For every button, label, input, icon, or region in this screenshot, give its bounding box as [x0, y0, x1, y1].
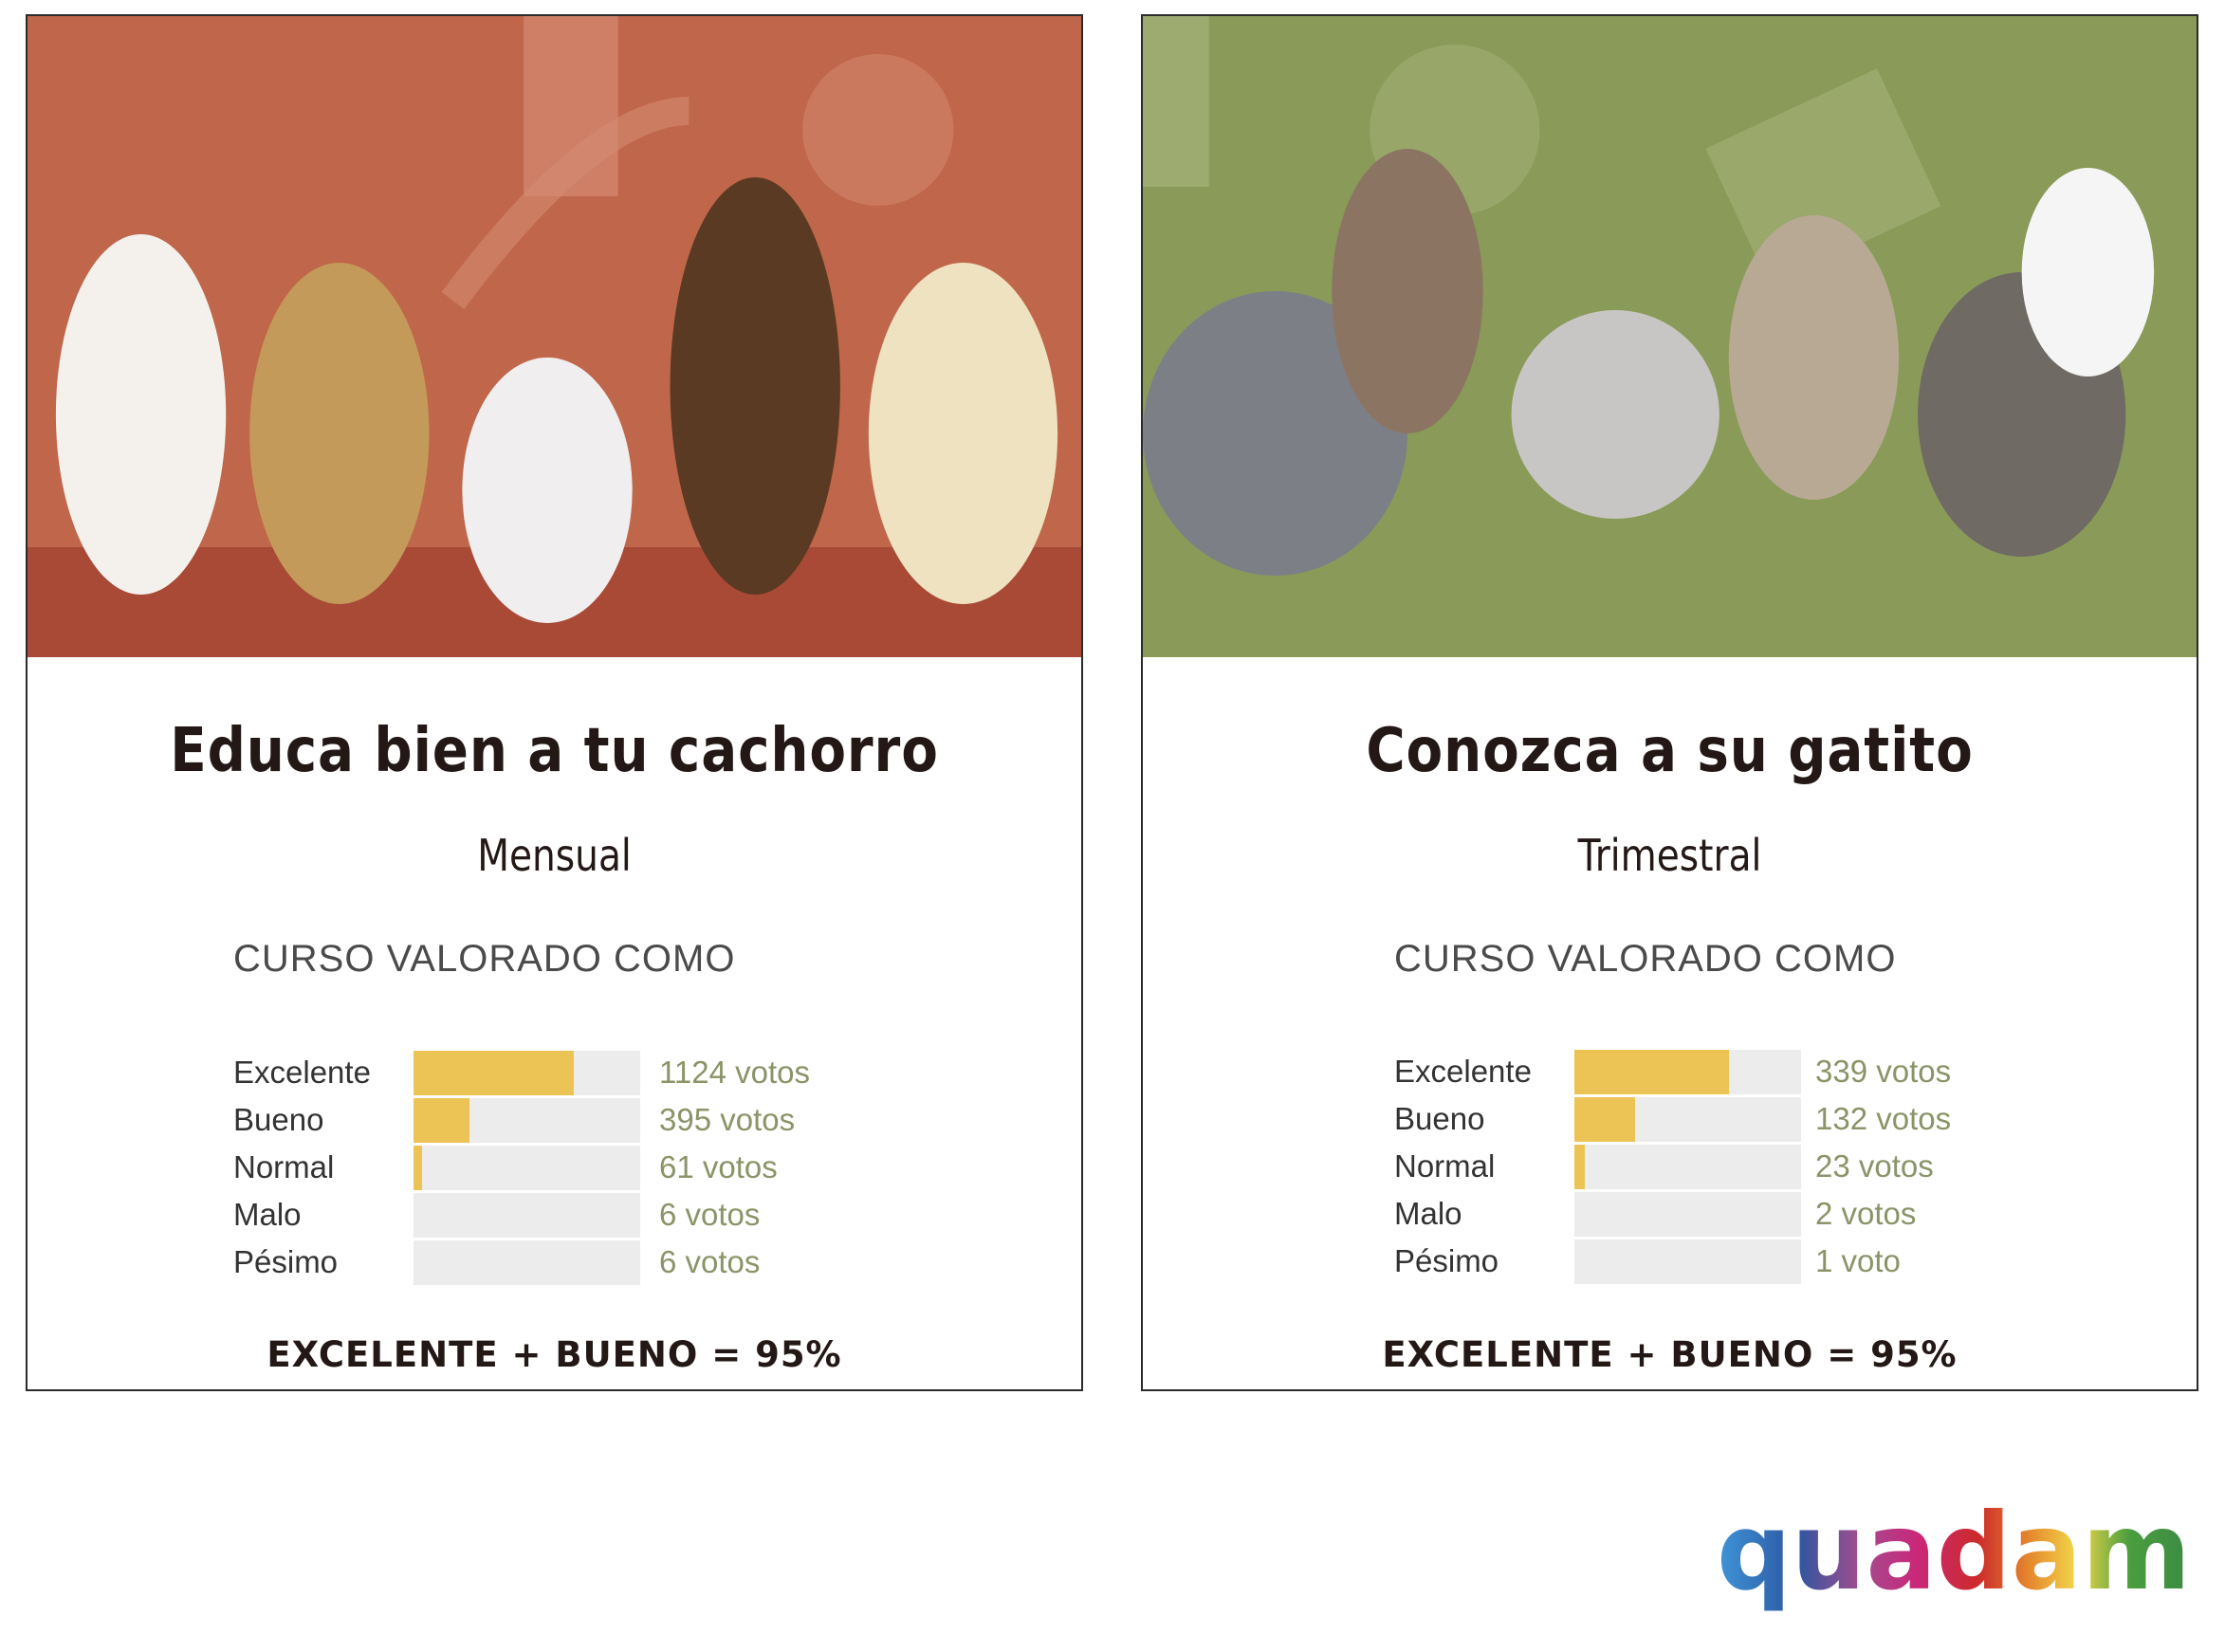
course-frequency: Mensual — [477, 830, 632, 881]
rating-bar — [414, 1051, 640, 1095]
rating-label: Normal — [233, 1149, 335, 1184]
course-card-puppy[interactable]: Educa bien a tu cachorro Mensual CURSO V… — [26, 14, 1083, 1391]
rating-label: Excelente — [1394, 1054, 1532, 1089]
rating-bar-fill — [414, 1051, 574, 1095]
rating-label: Normal — [1394, 1148, 1496, 1184]
kittens-image — [1143, 16, 2197, 657]
logo-text: quadam — [1717, 1508, 2191, 1614]
rating-bar — [1574, 1145, 1801, 1189]
rating-label: Malo — [1394, 1196, 1462, 1231]
rating-row: Normal 23 votos — [1394, 1144, 2134, 1191]
rated-label: CURSO VALORADO COMO — [1394, 938, 1897, 980]
rating-votes: 1 voto — [1815, 1243, 1901, 1278]
rating-bar — [414, 1193, 640, 1238]
rating-votes: 23 votos — [1815, 1148, 1934, 1184]
rating-summary: EXCELENTE + BUENO = 95% — [1382, 1334, 1958, 1375]
rating-label: Excelente — [233, 1055, 371, 1090]
rating-bar-fill — [1574, 1050, 1729, 1094]
rating-row: Malo 6 votos — [233, 1192, 973, 1239]
rating-row: Bueno 132 votos — [1394, 1096, 2134, 1144]
rating-votes: 132 votos — [1815, 1101, 1952, 1136]
rating-row: Excelente 1124 votos — [233, 1050, 973, 1097]
rating-label: Pésimo — [1394, 1243, 1499, 1278]
rating-bar — [1574, 1097, 1801, 1142]
rating-row: Excelente 339 votos — [1394, 1049, 2134, 1096]
rating-row: Normal 61 votos — [233, 1145, 973, 1192]
rating-bar — [1574, 1192, 1801, 1237]
rating-row: Malo 2 votos — [1394, 1191, 2134, 1239]
rated-label: CURSO VALORADO COMO — [233, 938, 736, 980]
rating-votes: 2 votos — [1815, 1196, 1917, 1231]
rating-votes: 6 votos — [659, 1197, 761, 1232]
rating-bar — [1574, 1050, 1801, 1094]
course-card-kitten[interactable]: Conozca a su gatito Trimestral CURSO VAL… — [1141, 14, 2198, 1391]
rating-label: Bueno — [233, 1102, 324, 1137]
rating-bar-fill — [1574, 1097, 1635, 1142]
rating-votes: 6 votos — [659, 1244, 761, 1279]
course-frequency: Trimestral — [1577, 830, 1762, 881]
rating-label: Malo — [233, 1197, 302, 1232]
rating-bar — [414, 1146, 640, 1190]
ratings-list: Excelente 1124 votos Bueno 395 votos Norma… — [233, 1050, 973, 1287]
rating-bar — [1574, 1239, 1801, 1284]
rating-bar-fill — [1574, 1145, 1585, 1189]
rating-row: Pésimo 6 votos — [233, 1239, 973, 1287]
quadam-logo: quadam — [1717, 1508, 2191, 1614]
rating-bar — [414, 1098, 640, 1143]
rating-row: Pésimo 1 voto — [1394, 1239, 2134, 1286]
rating-votes: 1124 votos — [659, 1055, 811, 1090]
course-title: Educa bien a tu cachorro — [170, 716, 939, 786]
puppies-image — [28, 16, 1081, 657]
rating-bar — [414, 1240, 640, 1285]
rating-bar-fill — [414, 1146, 423, 1190]
rating-label: Bueno — [1394, 1101, 1485, 1136]
course-title: Conozca a su gatito — [1366, 716, 1974, 786]
ratings-list: Excelente 339 votos Bueno 132 votos Normal… — [1394, 1049, 2134, 1286]
rating-votes: 395 votos — [659, 1102, 796, 1137]
rating-votes: 61 votos — [659, 1149, 778, 1184]
rating-bar-fill — [414, 1098, 470, 1143]
rating-votes: 339 votos — [1815, 1054, 1952, 1089]
rating-row: Bueno 395 votos — [233, 1097, 973, 1145]
rating-label: Pésimo — [233, 1244, 339, 1279]
rating-summary: EXCELENTE + BUENO = 95% — [267, 1334, 842, 1375]
